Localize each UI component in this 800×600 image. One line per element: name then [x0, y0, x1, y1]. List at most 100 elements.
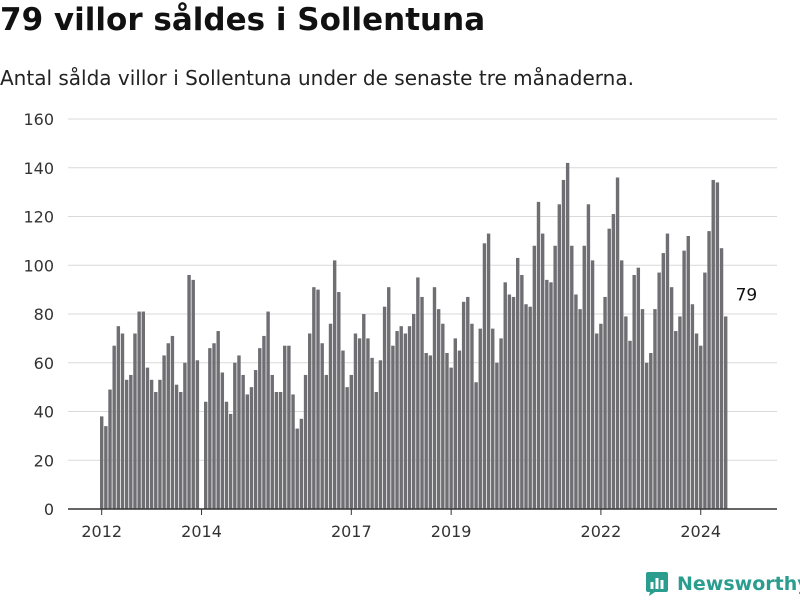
bar: [524, 304, 528, 509]
bar: [129, 374, 133, 509]
bar: [628, 340, 632, 509]
bar: [557, 204, 561, 509]
bar: [120, 333, 125, 509]
bar: [603, 296, 607, 509]
bar: [245, 394, 249, 509]
bar: [366, 338, 370, 510]
bar: [162, 355, 166, 509]
bar: [191, 279, 195, 510]
bar: [137, 311, 141, 509]
bar: [707, 231, 711, 510]
bar: [399, 326, 403, 509]
bar: [665, 233, 670, 509]
bar: [457, 350, 462, 509]
y-tick-label: 20: [34, 451, 54, 470]
bar: [224, 401, 229, 509]
bar: [258, 348, 262, 510]
bar: [108, 389, 112, 509]
bar: [387, 287, 391, 509]
bar: [545, 279, 549, 510]
bar: [495, 362, 499, 509]
bar: [549, 282, 553, 509]
bar: [503, 282, 507, 509]
bar: [312, 287, 316, 509]
bar: [332, 260, 337, 509]
bar: [719, 248, 724, 509]
highlight-data-label: 79: [736, 285, 758, 305]
bar: [195, 360, 200, 509]
bar: [291, 394, 295, 509]
bar: [661, 253, 665, 509]
bar: [149, 379, 154, 509]
bar: [266, 311, 270, 509]
x-tick-label: 2012: [81, 522, 122, 541]
bar: [374, 392, 378, 509]
y-tick-label: 40: [34, 403, 54, 422]
bar: [328, 323, 333, 509]
bar: [499, 338, 503, 510]
bar: [337, 292, 341, 509]
bar: [278, 392, 283, 509]
x-tick-label: 2024: [680, 522, 721, 541]
bar: [578, 309, 582, 509]
bar: [715, 182, 720, 510]
bar: [507, 294, 512, 509]
bar: [253, 370, 258, 509]
bar: [303, 374, 308, 509]
bar: [669, 287, 674, 509]
bar: [141, 311, 145, 509]
bar: [349, 374, 353, 509]
bar: [520, 275, 524, 509]
bar: [241, 374, 245, 509]
bar: [599, 323, 603, 509]
bar: [237, 355, 241, 509]
bar: [208, 348, 212, 510]
y-tick-label: 0: [44, 500, 54, 519]
bar: [112, 345, 116, 509]
bar: [649, 353, 653, 509]
bar: [104, 426, 108, 510]
y-tick-label: 140: [23, 159, 54, 178]
bar: [432, 287, 437, 509]
bar: [466, 296, 470, 509]
bar: [170, 335, 175, 509]
bar: [233, 362, 237, 509]
bar: [570, 245, 574, 509]
bar: [212, 343, 216, 509]
bar: [461, 301, 466, 509]
x-tick-label: 2014: [181, 522, 222, 541]
data-label-background: [733, 282, 760, 305]
bar: [204, 401, 208, 509]
bar: [391, 345, 395, 509]
bar: [565, 162, 570, 510]
bar: [690, 304, 695, 509]
bar: [536, 201, 541, 510]
bar: [341, 350, 345, 509]
bar: [478, 328, 482, 510]
bar: [412, 314, 416, 509]
bar: [516, 257, 520, 509]
x-tick-label: 2022: [581, 522, 622, 541]
bar: [574, 294, 578, 509]
bar: [228, 413, 233, 509]
bar: [382, 306, 387, 509]
bar: [686, 236, 690, 509]
chart-title: 79 villor såldes i Sollentuna: [0, 2, 486, 38]
brand-logo[interactable]: Newsworthy: [645, 570, 800, 598]
chart-subtitle: Antal sålda villor i Sollentuna under de…: [0, 66, 634, 90]
bar: [620, 260, 624, 509]
bar-chart: 0 20 40 60 80 100 120 140 160 2012 2014 2017 2019 202…: [23, 110, 777, 541]
bar: [441, 323, 445, 509]
bar: [316, 289, 320, 510]
bar: [491, 328, 495, 510]
bar: [324, 374, 329, 509]
bar: [486, 233, 491, 509]
newsworthy-logo-icon: [646, 572, 668, 596]
bar: [124, 379, 129, 509]
bar: [220, 372, 225, 509]
bar: [632, 275, 636, 509]
bar: [154, 392, 158, 509]
bar: [353, 333, 358, 509]
bar: [362, 314, 366, 509]
bar: [283, 345, 287, 509]
